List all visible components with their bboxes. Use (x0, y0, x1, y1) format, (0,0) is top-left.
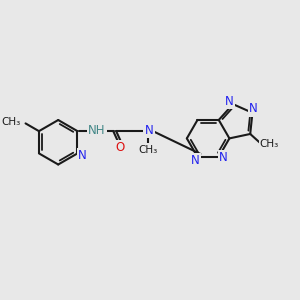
Text: O: O (116, 141, 125, 154)
Text: CH₃: CH₃ (260, 139, 279, 149)
Text: N: N (145, 124, 153, 137)
Text: CH₃: CH₃ (139, 145, 158, 154)
Text: N: N (191, 154, 200, 167)
Text: N: N (225, 95, 233, 108)
Text: NH: NH (88, 124, 106, 137)
Text: CH₃: CH₃ (2, 117, 21, 128)
Text: N: N (219, 151, 228, 164)
Text: N: N (249, 102, 258, 116)
Text: N: N (78, 149, 87, 162)
